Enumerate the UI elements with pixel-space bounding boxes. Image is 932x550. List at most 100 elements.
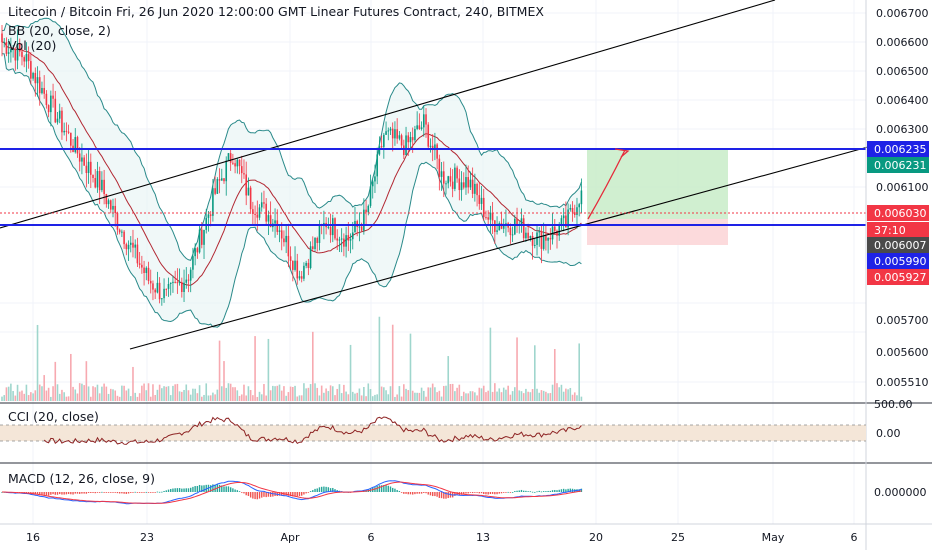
macd-legend[interactable]: MACD (12, 26, close, 9) (8, 471, 155, 486)
volume-bar (451, 383, 454, 401)
candle-body (329, 226, 332, 236)
macd-hist-bar (420, 492, 423, 494)
candle-body (511, 234, 514, 236)
macd-hist-bar (298, 492, 301, 497)
volume-bar (125, 390, 128, 401)
volume-bar (514, 387, 516, 401)
macd-hist-bar (269, 492, 272, 497)
bb-legend[interactable]: BB (20, close, 2) (8, 23, 111, 38)
macd-hist-bar (403, 492, 405, 494)
volume-bar (105, 386, 108, 401)
macd-hist-bar (534, 491, 536, 493)
volume-bar (300, 395, 303, 401)
volume-bar (276, 385, 279, 401)
macd-hist-bar (485, 492, 487, 495)
macd-hist-bar (514, 491, 516, 492)
volume-bar (354, 393, 356, 401)
volume-bar (121, 385, 123, 401)
candle-body (427, 124, 430, 147)
macd-hist-bar (294, 492, 296, 496)
volume-bar (243, 384, 245, 401)
volume-bar (225, 387, 228, 401)
cci-legend[interactable]: CCI (20, close) (8, 409, 99, 424)
candle-body (220, 178, 223, 181)
volume-bar (396, 394, 398, 401)
candle-body (240, 166, 243, 174)
candle-body (105, 194, 108, 205)
volume-bar (365, 396, 367, 401)
volume-bar (547, 393, 549, 401)
volume-bar (3, 395, 6, 401)
macd-hist-bar (281, 492, 283, 496)
vol-legend[interactable]: Vol (20) (8, 38, 56, 53)
volume-bar (67, 396, 70, 401)
volume-bar (25, 384, 28, 401)
candle-body (50, 95, 52, 113)
macd-hist-bar (478, 492, 480, 494)
macd-hist-bar (463, 492, 465, 495)
candle-body (336, 238, 339, 241)
volume-bar (407, 390, 410, 401)
candle-body (547, 237, 549, 241)
macd-hist-bar (494, 492, 496, 495)
candle-body (94, 178, 97, 188)
macd-hist-bar (523, 490, 525, 492)
volume-bar (92, 386, 94, 401)
candle-body (67, 131, 70, 133)
volume-bar (229, 383, 232, 401)
macd-hist-bar (45, 492, 48, 496)
candle-body (201, 229, 203, 245)
volume-bar (260, 394, 263, 401)
volume-bar (416, 392, 418, 401)
candle-body (52, 95, 54, 99)
candle-body (556, 230, 558, 236)
cci-line (43, 416, 582, 445)
macd-hist-bar (454, 492, 456, 496)
candle-body (38, 77, 41, 94)
time-tick-label: 16 (26, 531, 40, 544)
candle-body (41, 87, 43, 94)
volume-bar (367, 383, 370, 401)
candle-body (387, 130, 390, 132)
candle-body (374, 176, 376, 182)
volume-bar (553, 349, 556, 401)
candle-body (43, 87, 45, 94)
volume-bar (245, 395, 247, 401)
volume-bar (576, 395, 578, 401)
candle-body (32, 72, 34, 79)
time-axis[interactable]: 16 23 Apr 6 13 20 25 May 6 (26, 531, 858, 544)
macd-hist-bar (487, 492, 489, 495)
candle-body (167, 284, 170, 289)
candle-body (407, 135, 410, 143)
volume-bar (174, 384, 176, 401)
volume-bar (198, 385, 201, 401)
volume-bar (411, 390, 414, 401)
candle-body (25, 54, 28, 62)
macd-hist-bar (256, 492, 258, 500)
macd-hist-bar (43, 492, 45, 495)
macd-hist-bar (385, 485, 387, 492)
macd-hist-bar (427, 492, 429, 495)
volume-bar (558, 387, 561, 401)
candle-body (212, 188, 214, 216)
bb-upper-band (1, 17, 582, 261)
candle-body (578, 204, 580, 208)
trend-line-upper[interactable] (0, 0, 776, 229)
candle-body (396, 129, 398, 139)
volume-bar (56, 384, 59, 401)
macd-hist-bar (221, 485, 223, 492)
volume-bar (343, 384, 345, 401)
volume-bar (123, 385, 125, 401)
macd-hist-bar (447, 492, 449, 499)
profit-zone[interactable] (587, 149, 728, 219)
price-axis[interactable]: 0.006700 0.006600 0.006500 0.006400 0.006300… (867, 7, 929, 389)
macd-hist-bar (580, 488, 583, 492)
candle-body (549, 237, 552, 240)
volume-bar (196, 393, 199, 401)
trend-line-lower[interactable] (129, 146, 869, 350)
volume-bar (252, 395, 254, 401)
volume-bar (267, 338, 270, 401)
loss-zone[interactable] (587, 219, 728, 245)
candle-body (347, 235, 350, 241)
